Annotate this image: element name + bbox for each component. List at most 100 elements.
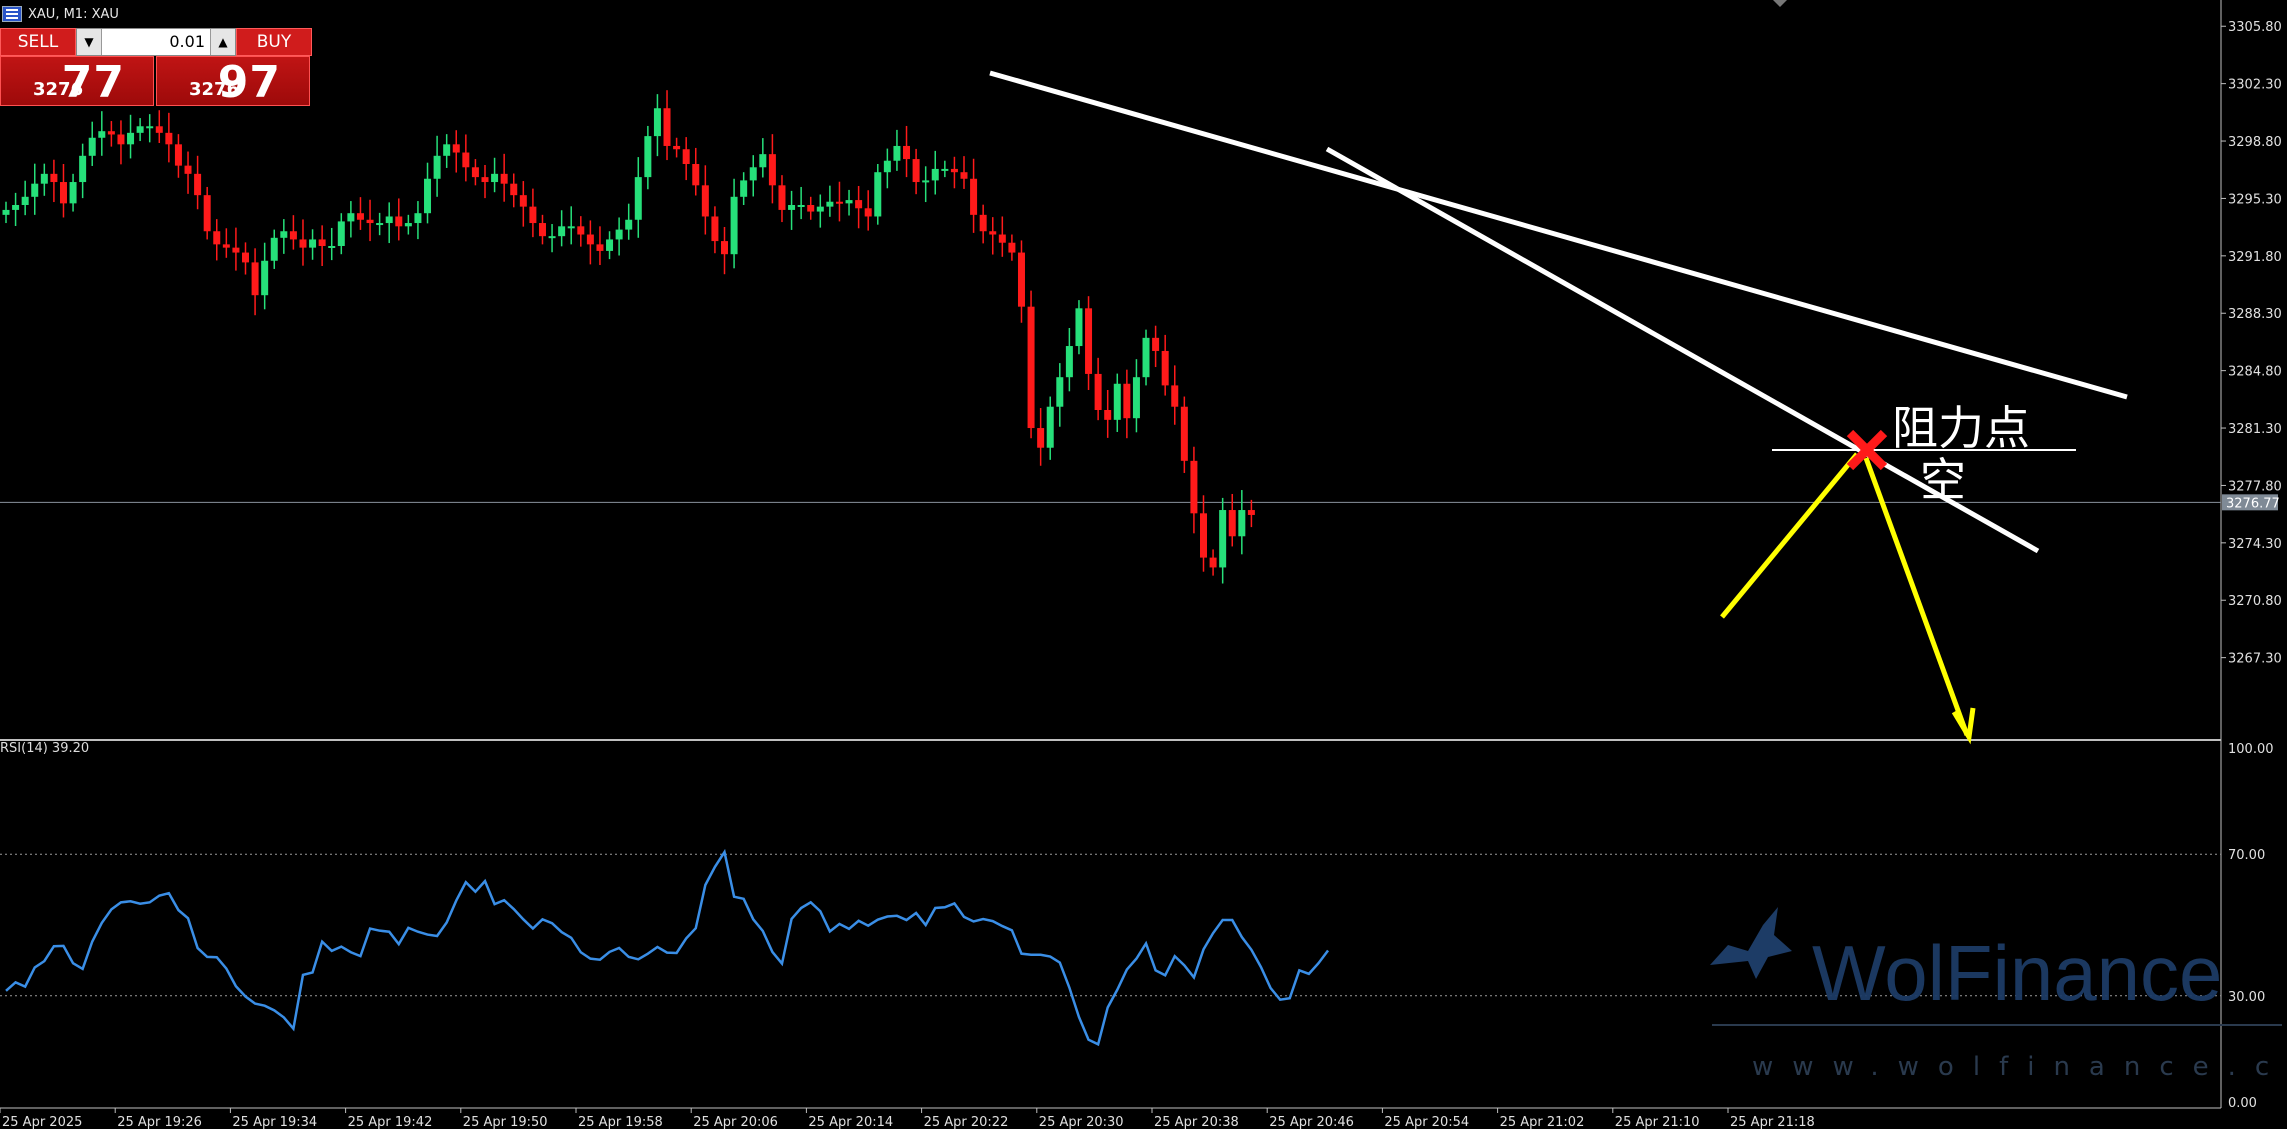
candle[interactable]: [328, 227, 336, 261]
candle[interactable]: [970, 158, 978, 233]
candle[interactable]: [184, 151, 192, 194]
candle[interactable]: [232, 227, 240, 271]
candle[interactable]: [893, 129, 901, 171]
candle[interactable]: [270, 229, 278, 269]
candle[interactable]: [807, 196, 815, 220]
candle[interactable]: [883, 148, 891, 189]
candle[interactable]: [721, 226, 728, 275]
candle[interactable]: [903, 125, 911, 178]
candle[interactable]: [1046, 396, 1054, 460]
candle[interactable]: [1228, 493, 1236, 547]
candle[interactable]: [519, 181, 527, 227]
chart-shift-marker-icon[interactable]: [1773, 0, 1787, 7]
sell-button[interactable]: SELL: [0, 28, 76, 56]
candle[interactable]: [586, 220, 594, 265]
candle[interactable]: [471, 159, 479, 186]
candle[interactable]: [462, 134, 470, 182]
candle[interactable]: [1056, 363, 1064, 427]
candle[interactable]: [385, 202, 393, 244]
candle[interactable]: [1142, 329, 1150, 386]
buy-price-box[interactable]: 3276 97: [156, 56, 310, 108]
candle[interactable]: [222, 228, 230, 258]
candle[interactable]: [1027, 290, 1035, 439]
candle[interactable]: [347, 201, 355, 238]
buy-button[interactable]: BUY: [236, 28, 312, 56]
candle[interactable]: [414, 201, 422, 240]
candle[interactable]: [251, 248, 259, 316]
candle[interactable]: [1180, 396, 1188, 473]
candle[interactable]: [98, 111, 106, 156]
candle[interactable]: [155, 110, 163, 144]
candle[interactable]: [443, 134, 451, 168]
chart-menu-icon[interactable]: [2, 6, 22, 22]
candle[interactable]: [931, 150, 939, 195]
candle[interactable]: [788, 190, 796, 230]
candle[interactable]: [864, 190, 872, 231]
candle[interactable]: [289, 215, 297, 250]
lot-size-value[interactable]: 0.01: [169, 32, 205, 51]
candle[interactable]: [701, 165, 709, 235]
upper-trend-line[interactable]: [989, 70, 2128, 400]
candle[interactable]: [481, 164, 489, 199]
up-arrow-line[interactable]: [1720, 452, 1859, 619]
rsi-line[interactable]: [5, 848, 1330, 1047]
candle[interactable]: [768, 134, 776, 204]
candle[interactable]: [1037, 408, 1045, 466]
candle[interactable]: [989, 217, 997, 255]
candle[interactable]: [318, 225, 326, 267]
candle[interactable]: [692, 147, 700, 196]
candle[interactable]: [194, 155, 202, 210]
candle[interactable]: [673, 137, 681, 158]
candle[interactable]: [452, 130, 460, 173]
candle[interactable]: [203, 186, 211, 240]
candle[interactable]: [1113, 373, 1121, 432]
candle[interactable]: [577, 216, 585, 247]
candle[interactable]: [979, 204, 987, 244]
candle[interactable]: [31, 163, 39, 215]
candle[interactable]: [136, 118, 144, 142]
candle[interactable]: [653, 94, 661, 157]
candle[interactable]: [663, 90, 671, 161]
candle[interactable]: [558, 210, 566, 247]
candle[interactable]: [606, 231, 614, 260]
candle[interactable]: [1171, 365, 1179, 425]
candle[interactable]: [1247, 499, 1255, 528]
candle[interactable]: [845, 189, 853, 216]
candle[interactable]: [835, 181, 843, 222]
candle[interactable]: [79, 143, 87, 199]
resistance-marker-icon[interactable]: [1846, 429, 1888, 471]
candle[interactable]: [960, 156, 968, 189]
candle[interactable]: [395, 198, 403, 241]
candle[interactable]: [21, 180, 29, 216]
candle[interactable]: [261, 242, 269, 310]
candle[interactable]: [242, 242, 249, 275]
candle[interactable]: [2, 201, 10, 224]
candle[interactable]: [778, 175, 786, 223]
candle[interactable]: [548, 224, 556, 253]
candle[interactable]: [299, 219, 307, 266]
candle[interactable]: [1152, 325, 1160, 368]
candle[interactable]: [615, 217, 623, 256]
candle[interactable]: [1209, 549, 1217, 576]
sell-price-box[interactable]: 3276 77: [0, 56, 154, 108]
candle[interactable]: [874, 164, 882, 225]
candle[interactable]: [88, 121, 96, 166]
candle[interactable]: [682, 137, 690, 181]
candle[interactable]: [826, 185, 834, 217]
candle[interactable]: [309, 229, 317, 260]
candle[interactable]: [855, 185, 863, 229]
candle[interactable]: [567, 206, 575, 245]
candle[interactable]: [596, 226, 604, 266]
candle[interactable]: [40, 163, 48, 196]
candle[interactable]: [711, 206, 719, 254]
candle[interactable]: [376, 212, 384, 236]
candle[interactable]: [529, 188, 537, 238]
candle[interactable]: [356, 197, 364, 230]
candle[interactable]: [1123, 369, 1131, 439]
candle[interactable]: [12, 192, 20, 226]
candle[interactable]: [1008, 234, 1016, 261]
candle[interactable]: [127, 114, 135, 159]
candle[interactable]: [491, 157, 499, 193]
candle[interactable]: [634, 157, 642, 238]
